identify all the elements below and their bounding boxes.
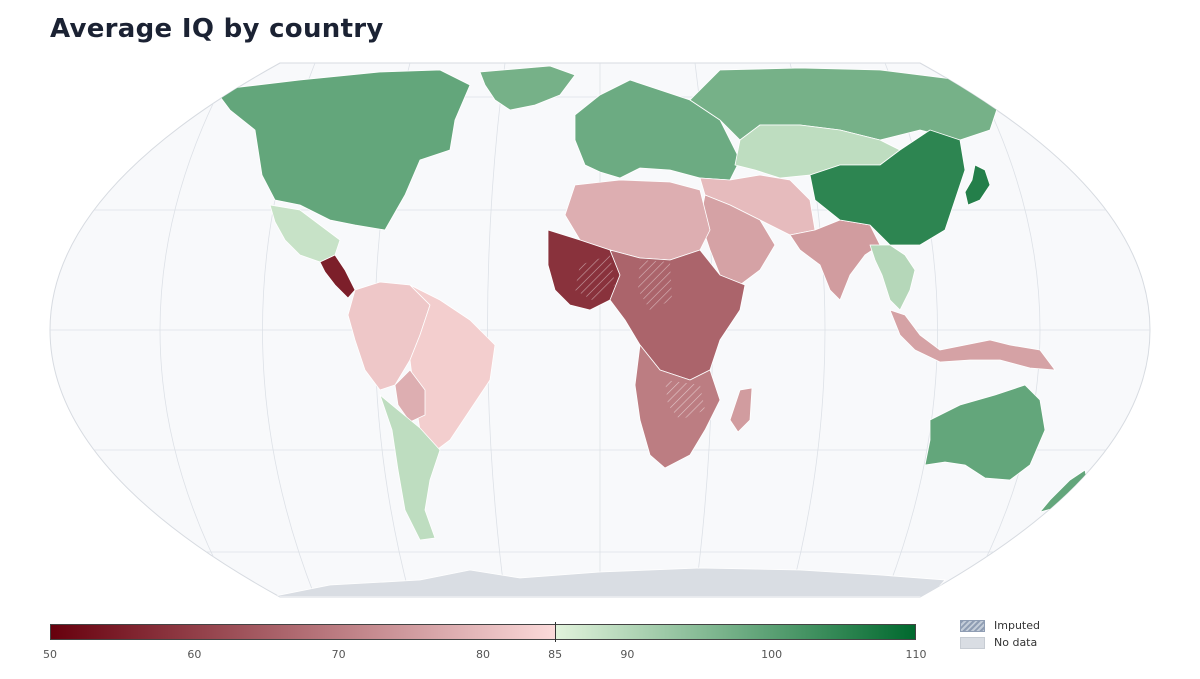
region-central-america-south xyxy=(319,254,356,299)
colorbar xyxy=(50,622,916,642)
region-indonesia-maritime xyxy=(889,309,1056,371)
imputed-hatch-central-africa xyxy=(638,260,672,310)
world-map xyxy=(49,62,1151,598)
colorbar-tick-label: 85 xyxy=(548,648,563,661)
colorbar-tick-label: 80 xyxy=(476,648,490,661)
region-southern-cone xyxy=(379,394,441,541)
colorbar-gradient xyxy=(50,624,916,640)
colorbar-tick-label: 70 xyxy=(331,648,346,661)
region-south-america-north xyxy=(347,281,431,391)
region-bolivia xyxy=(394,369,426,423)
legend-no-data-label: No data xyxy=(994,636,1038,649)
colorbar-tick-label: 110 xyxy=(905,648,927,661)
region-greenland xyxy=(479,65,576,111)
imputed-hatch-southern-africa xyxy=(665,380,705,420)
region-australia xyxy=(924,384,1046,481)
colorbar-tick-label: 100 xyxy=(761,648,783,661)
region-south-asia xyxy=(789,219,881,301)
legend-item-imputed: Imputed xyxy=(960,617,1040,634)
legend-item-no-data: No data xyxy=(960,634,1040,651)
colorbar-tick-label: 50 xyxy=(43,648,57,661)
region-antarctica xyxy=(269,567,946,597)
page-title: Average IQ by country xyxy=(50,14,384,44)
region-north-america xyxy=(214,69,471,231)
region-japan xyxy=(964,164,991,206)
region-southeast-asia xyxy=(869,244,916,311)
colorbar-midpoint-marker xyxy=(555,622,557,642)
no-data-swatch xyxy=(960,636,985,649)
region-madagascar xyxy=(729,387,753,433)
legend: Imputed No data xyxy=(960,617,1040,651)
imputed-swatch xyxy=(960,619,985,632)
region-brazil xyxy=(409,284,496,456)
region-china-east-asia xyxy=(809,129,966,246)
region-russia xyxy=(689,67,1001,141)
colorbar-tick-label: 60 xyxy=(187,648,202,661)
legend-imputed-label: Imputed xyxy=(994,619,1040,632)
colorbar-tick-label: 90 xyxy=(620,648,635,661)
imputed-hatch-west-africa xyxy=(575,255,615,300)
